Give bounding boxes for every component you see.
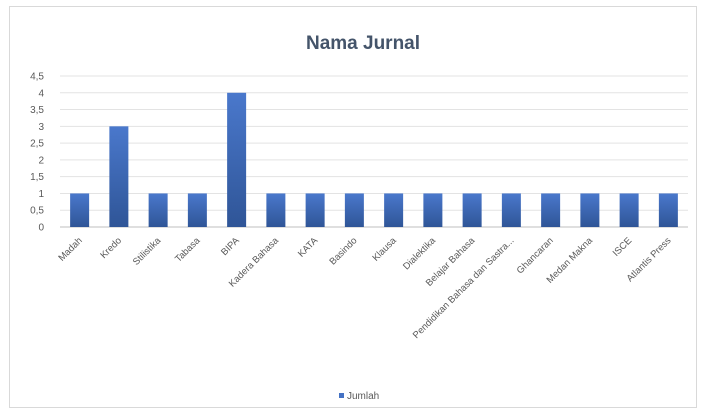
y-tick-label: 0: [38, 223, 44, 234]
y-tick-label: 4: [38, 88, 44, 99]
bar: [227, 92, 247, 228]
x-category-label: Klausa: [370, 235, 399, 264]
y-tick-label: 2,5: [30, 139, 44, 150]
bar: [462, 193, 482, 227]
bar: [109, 126, 129, 227]
x-category-label: Tabasa: [173, 235, 203, 265]
bars: [70, 92, 678, 228]
chart-frame: Nama Jurnal 0 0,5 1 1,5 2 2,5 3 3,5 4 4,5 Madah Kr…: [9, 6, 697, 408]
bar: [541, 193, 561, 227]
x-category-label: Kredo: [98, 235, 124, 261]
legend: Jumlah: [339, 391, 379, 402]
x-category-label: Dialektika: [401, 235, 438, 272]
y-tick-label: 1,5: [30, 172, 44, 183]
x-category-label: Basindo: [327, 235, 359, 267]
bar: [70, 193, 90, 227]
x-category-label: Stilistika: [131, 235, 164, 268]
legend-label: Jumlah: [347, 391, 379, 402]
x-category-label: BIPA: [219, 235, 242, 258]
bar: [305, 193, 325, 227]
y-tick-label: 4,5: [30, 72, 44, 83]
bar: [423, 193, 443, 227]
x-category-label: Madah: [56, 235, 84, 263]
y-tick-label: 3: [38, 122, 44, 133]
bar: [658, 193, 678, 227]
bar: [619, 193, 639, 227]
x-category-label: Ghancaran: [515, 235, 556, 276]
y-tick-label: 2: [38, 155, 44, 166]
bar: [148, 193, 168, 227]
y-tick-label: 1: [38, 189, 44, 200]
x-category-label: KATA: [296, 235, 321, 260]
bar: [266, 193, 286, 227]
bar: [344, 193, 364, 227]
y-tick-label: 3,5: [30, 105, 44, 116]
x-category-label: ISCE: [611, 235, 634, 258]
chart-title: Nama Jurnal: [306, 33, 420, 54]
bar: [187, 193, 207, 227]
bar: [501, 193, 521, 227]
bar: [384, 193, 404, 227]
bar: [580, 193, 600, 227]
y-tick-label: 0,5: [30, 206, 44, 217]
bar-chart: Nama Jurnal 0 0,5 1 1,5 2 2,5 3 3,5 4 4,5 Madah Kr…: [30, 33, 688, 402]
legend-swatch: [339, 393, 344, 398]
y-axis-tick-labels: 0 0,5 1 1,5 2 2,5 3 3,5 4 4,5: [30, 72, 44, 234]
